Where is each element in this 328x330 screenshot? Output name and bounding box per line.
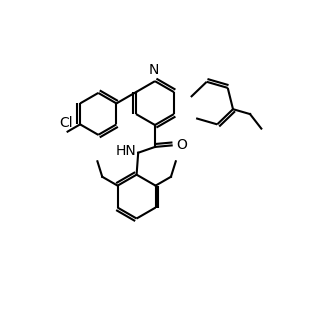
Text: O: O [176,138,187,152]
Text: N: N [149,63,159,77]
Text: Cl: Cl [59,116,73,130]
Text: HN: HN [116,144,136,158]
